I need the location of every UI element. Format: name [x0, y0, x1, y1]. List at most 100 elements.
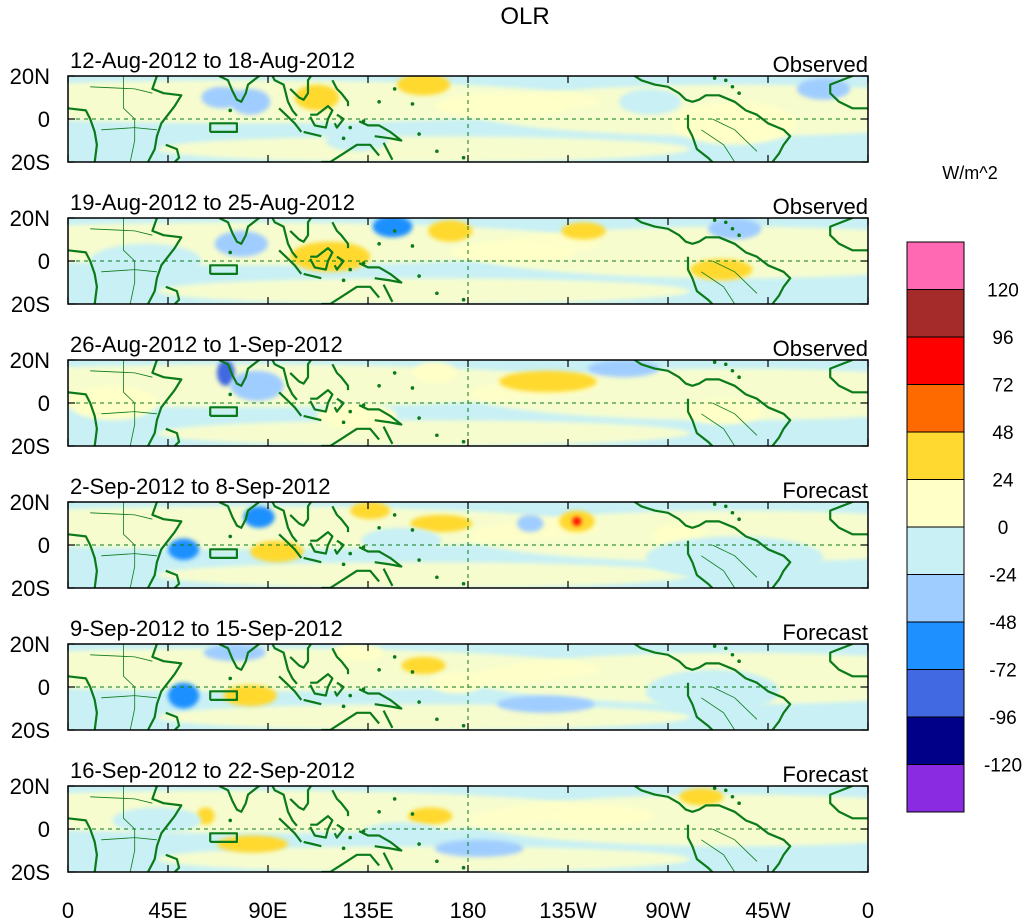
anomaly-blob — [168, 682, 200, 709]
coastline — [358, 120, 403, 142]
colorbar-swatch — [906, 336, 965, 385]
island — [361, 119, 366, 123]
island — [348, 267, 353, 272]
country-border — [90, 512, 153, 520]
coastline — [321, 711, 380, 730]
coastline — [358, 262, 403, 284]
coastline — [68, 817, 99, 872]
anomaly-blob — [230, 370, 284, 401]
island — [377, 526, 381, 530]
island — [737, 91, 741, 95]
island — [737, 801, 741, 805]
country-border — [90, 370, 153, 378]
country-border — [712, 686, 758, 720]
country-border — [101, 553, 157, 557]
coastline — [209, 264, 238, 275]
colorbar-swatch — [906, 241, 965, 290]
island — [417, 274, 421, 278]
country-border — [701, 839, 736, 872]
island — [410, 670, 415, 674]
anomaly-blob — [243, 506, 275, 528]
colorbar-label: 96 — [992, 328, 1013, 349]
country-border — [101, 127, 157, 131]
anomaly-blob — [683, 398, 764, 425]
anomaly-blob — [201, 86, 242, 109]
island — [341, 704, 346, 709]
island — [361, 403, 366, 407]
panel-date-range: 19-Aug-2012 to 25-Aug-2012 — [70, 190, 355, 215]
coastline — [634, 218, 792, 304]
coastline — [303, 272, 322, 280]
anomaly-blob — [330, 644, 384, 662]
coastline — [358, 688, 403, 710]
panel-date-range: 26-Aug-2012 to 1-Sep-2012 — [70, 332, 343, 357]
anomaly-blob — [361, 822, 442, 845]
island — [461, 865, 466, 870]
coastline — [309, 530, 334, 555]
panel-date-range: 16-Sep-2012 to 22-Sep-2012 — [70, 758, 355, 783]
coastline — [271, 502, 298, 543]
colorbar-swatch — [906, 526, 965, 575]
country-border — [712, 402, 758, 436]
x-tick-label: 0 — [862, 898, 874, 920]
anomaly-blob — [168, 538, 200, 561]
coastline — [278, 391, 303, 417]
coastline — [289, 218, 313, 243]
coastline — [333, 681, 345, 697]
coastline — [382, 710, 394, 729]
coastline — [165, 569, 181, 588]
background-band — [156, 562, 691, 588]
anomaly-blob — [679, 788, 724, 806]
country-border — [101, 837, 157, 841]
coastline — [331, 363, 350, 391]
island — [392, 797, 397, 801]
island — [712, 218, 717, 222]
panel-2: 20N 0 20S 19-Aug-2012 to 25-Aug-2012 Observe… — [10, 190, 869, 317]
x-tick-label: 180 — [450, 898, 487, 920]
background-band — [156, 420, 691, 446]
country-border — [90, 86, 153, 94]
coastline — [829, 218, 868, 252]
coastline — [165, 285, 181, 304]
anomaly-blob — [361, 527, 442, 554]
coastline — [68, 107, 99, 162]
coastline — [331, 79, 350, 107]
y-tick-label: 20S — [11, 860, 50, 885]
coastline — [165, 143, 181, 162]
coastline — [333, 255, 345, 271]
coastline — [147, 644, 183, 730]
anomaly-blob — [645, 669, 780, 713]
coastline — [333, 113, 345, 129]
coastline — [829, 786, 868, 820]
coastline — [382, 568, 394, 587]
coastline — [358, 546, 403, 568]
coastline — [333, 397, 345, 413]
island — [228, 108, 233, 113]
island — [435, 433, 439, 438]
coastline — [634, 644, 792, 730]
panel-type-label: Forecast — [782, 620, 868, 645]
panel-type-label: Forecast — [782, 762, 868, 787]
island — [435, 575, 439, 580]
coastline — [303, 414, 322, 422]
coastline — [278, 817, 303, 843]
x-tick-label: 45W — [745, 898, 790, 920]
island — [392, 229, 397, 233]
colorbar-swatch — [906, 289, 965, 338]
coastline — [686, 682, 714, 730]
coastline — [218, 644, 262, 671]
coastline — [634, 360, 792, 446]
coastline — [289, 502, 313, 527]
colorbar-label: -72 — [989, 661, 1016, 682]
coastline — [147, 76, 183, 162]
island — [730, 84, 735, 89]
island — [723, 646, 728, 651]
coastline — [686, 540, 714, 588]
anomaly-blob — [112, 807, 202, 834]
anomaly-blob — [68, 134, 157, 156]
anomaly-blob — [516, 514, 544, 533]
colorbar-swatch — [906, 479, 965, 528]
country-border — [101, 411, 157, 415]
island — [392, 87, 397, 91]
